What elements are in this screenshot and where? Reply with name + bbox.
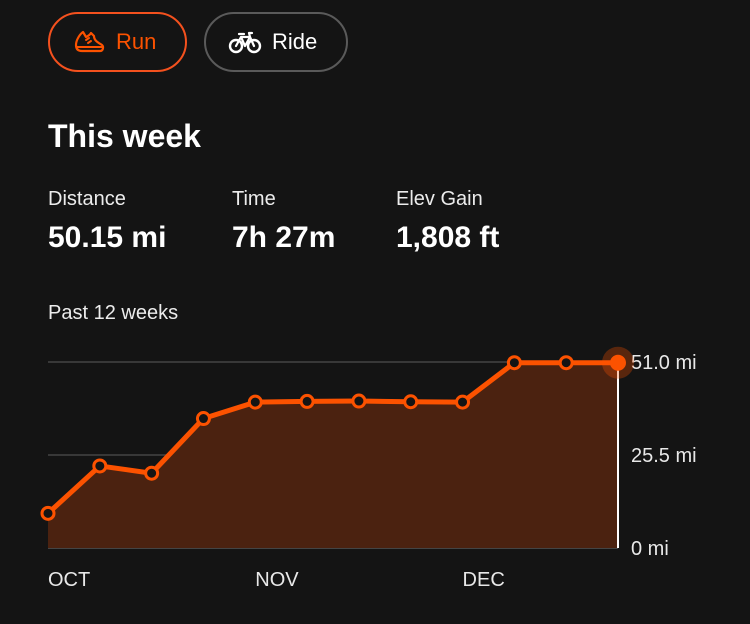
data-point bbox=[247, 394, 263, 410]
y-tick-label: 51.0 mi bbox=[631, 352, 697, 374]
section-title: This week bbox=[48, 118, 201, 154]
tab-ride-label: Ride bbox=[272, 29, 318, 54]
tab-run-label: Run bbox=[116, 29, 157, 54]
running-shoe-icon bbox=[72, 28, 106, 56]
stat-elev-gain: Elev Gain 1,808 ft bbox=[396, 188, 499, 255]
x-tick-label: DEC bbox=[463, 569, 505, 591]
series-line bbox=[46, 360, 618, 516]
data-point bbox=[144, 465, 160, 481]
stat-time: Time 7h 27m bbox=[232, 188, 335, 255]
data-point bbox=[92, 458, 108, 474]
data-point bbox=[351, 393, 367, 409]
stat-distance-label: Distance bbox=[48, 188, 126, 210]
x-tick-label: NOV bbox=[255, 569, 299, 591]
weekly-distance-chart[interactable]: 0 mi 25.5 mi 51.0 mi OCT NOV DEC bbox=[0, 330, 750, 600]
data-point bbox=[558, 355, 574, 371]
y-tick-label: 25.5 mi bbox=[631, 445, 697, 467]
data-point bbox=[455, 394, 471, 410]
data-point bbox=[403, 394, 419, 410]
bicycle-icon bbox=[228, 28, 262, 56]
chart-subtitle: Past 12 weeks bbox=[48, 302, 179, 324]
stat-time-value: 7h 27m bbox=[232, 221, 336, 254]
data-point bbox=[195, 411, 211, 427]
tab-run[interactable]: Run bbox=[48, 12, 187, 72]
stat-time-label: Time bbox=[232, 188, 276, 210]
stat-distance-value: 50.15 mi bbox=[48, 221, 167, 254]
stat-distance: Distance 50.15 mi bbox=[48, 188, 166, 255]
y-tick-label: 0 mi bbox=[631, 538, 669, 560]
x-tick-label: OCT bbox=[48, 569, 90, 591]
stat-elev-gain-label: Elev Gain bbox=[396, 188, 483, 210]
data-point bbox=[506, 355, 522, 371]
data-point-selected bbox=[610, 354, 626, 371]
tab-ride[interactable]: Ride bbox=[204, 12, 348, 72]
sport-tabs: Run Ride bbox=[48, 12, 348, 72]
area-fill bbox=[48, 362, 618, 548]
data-point bbox=[299, 393, 315, 409]
data-point bbox=[40, 505, 56, 521]
stat-elev-gain-value: 1,808 ft bbox=[396, 221, 500, 254]
